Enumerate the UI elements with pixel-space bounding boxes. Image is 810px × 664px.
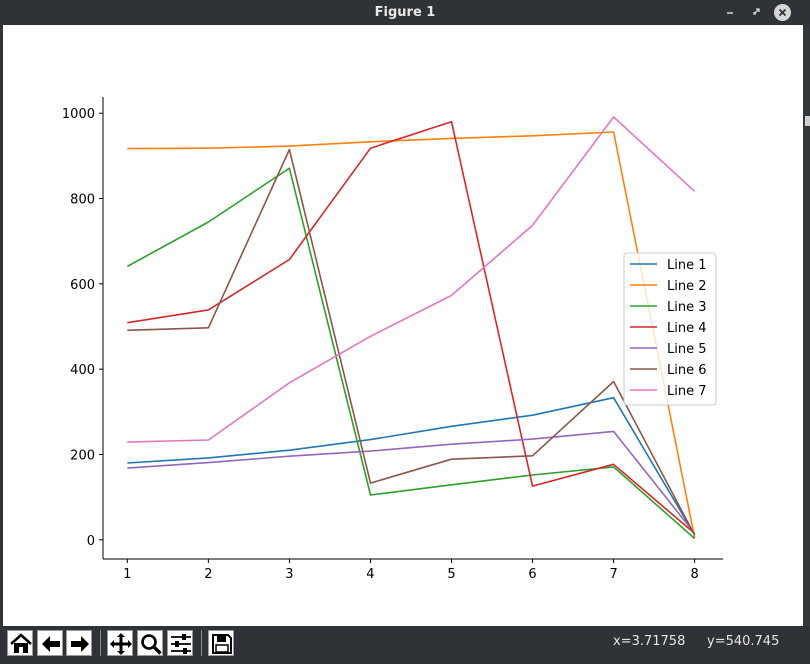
x-tick-label: 5 xyxy=(447,567,455,582)
x-tick-label: 3 xyxy=(285,567,293,582)
series-line-1 xyxy=(127,396,696,536)
maximize-icon[interactable] xyxy=(749,4,765,20)
pan-button[interactable] xyxy=(107,630,133,656)
floppy-icon xyxy=(212,634,232,654)
arrow-right-icon xyxy=(71,636,89,652)
series-line-5 xyxy=(127,430,696,534)
close-icon[interactable] xyxy=(774,4,791,21)
zoom-button[interactable] xyxy=(137,630,163,656)
series-line-6 xyxy=(127,148,696,536)
line-chart: 1 2 3 4 5 6 7 8 0 200 400 600 800 1000 Line 1 Line 2 Lin… xyxy=(62,97,723,582)
series-line-3 xyxy=(126,167,696,540)
x-tick-label: 8 xyxy=(690,567,698,582)
magnifier-icon xyxy=(141,634,162,655)
y-tick-label: 800 xyxy=(70,193,95,208)
arrow-left-icon xyxy=(42,636,60,652)
y-tick-label: 1000 xyxy=(62,107,95,122)
save-button[interactable] xyxy=(208,630,234,656)
cursor-x-readout: x=3.71758 xyxy=(613,634,686,649)
series-line-2 xyxy=(127,131,696,538)
window-title: Figure 1 xyxy=(374,5,436,20)
back-button[interactable] xyxy=(37,630,63,656)
x-tick-label: 7 xyxy=(609,567,617,582)
legend-label: Line 6 xyxy=(667,363,707,378)
x-tick-label: 2 xyxy=(204,567,212,582)
forward-button[interactable] xyxy=(66,630,92,656)
legend-label: Line 3 xyxy=(667,300,707,315)
toolbar-separator xyxy=(100,630,101,656)
legend-label: Line 4 xyxy=(667,321,707,336)
navigation-toolbar: x=3.71758 y=540.745 xyxy=(0,626,810,664)
toolbar-separator xyxy=(201,630,202,656)
x-tick-label: 1 xyxy=(123,567,131,582)
legend-label: Line 1 xyxy=(667,258,707,273)
x-tick-label: 6 xyxy=(528,567,536,582)
legend-box xyxy=(623,252,717,406)
home-button[interactable] xyxy=(7,630,33,656)
series-line-7 xyxy=(127,116,696,443)
x-tick-label: 4 xyxy=(366,567,374,582)
title-bar: Figure 1 xyxy=(0,0,810,25)
figure-canvas[interactable]: 1 2 3 4 5 6 7 8 0 200 400 600 800 1000 Line 1 Line 2 Lin… xyxy=(3,25,803,626)
minimize-icon[interactable] xyxy=(722,4,738,20)
legend-label: Line 5 xyxy=(667,342,707,357)
series-line-4 xyxy=(127,120,696,535)
y-tick-label: 600 xyxy=(70,278,95,293)
y-tick-label: 200 xyxy=(70,448,95,463)
move-icon xyxy=(110,633,132,655)
home-icon xyxy=(10,633,32,653)
legend-label: Line 2 xyxy=(667,279,707,294)
legend-label: Line 7 xyxy=(667,384,707,399)
cursor-y-readout: y=540.745 xyxy=(707,634,780,649)
sliders-icon xyxy=(171,634,191,654)
y-tick-label: 400 xyxy=(70,363,95,378)
y-tick-label: 0 xyxy=(87,534,95,549)
window-edge xyxy=(803,25,810,626)
configure-subplots-button[interactable] xyxy=(167,630,193,656)
edge-marker xyxy=(805,116,810,126)
